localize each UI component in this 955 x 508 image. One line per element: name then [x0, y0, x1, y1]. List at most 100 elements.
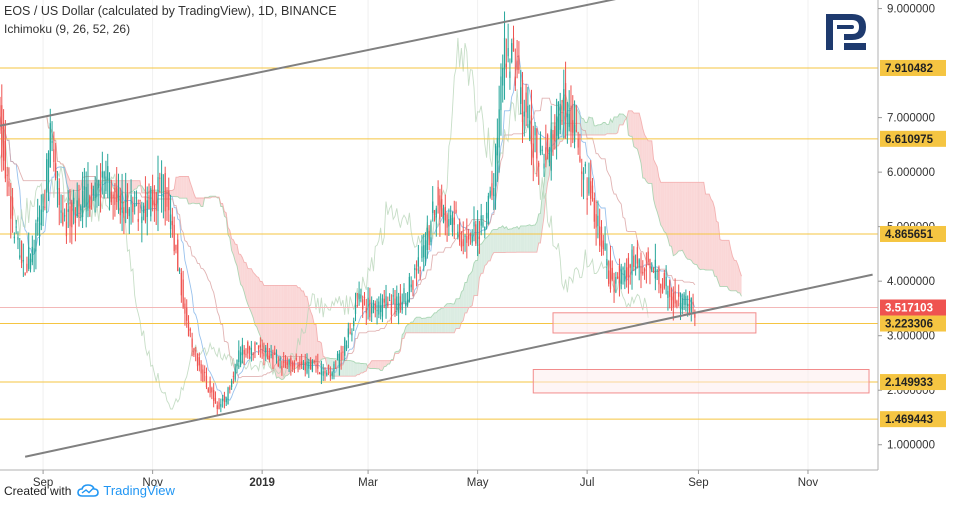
candle-body [471, 236, 473, 243]
candle-body [618, 265, 621, 283]
candle-body [602, 240, 604, 250]
candle-body [383, 298, 385, 303]
candle-body [397, 302, 400, 314]
candle-body [37, 217, 39, 222]
candle-body [575, 130, 577, 132]
candle-body [239, 352, 242, 365]
candle-body [256, 343, 258, 345]
candle-body [426, 227, 428, 251]
cloud-segment [355, 362, 358, 377]
candle-body [611, 267, 613, 280]
candle-body [15, 226, 17, 228]
candle-body [99, 183, 102, 198]
candle-body [83, 186, 86, 190]
candle-body [182, 279, 184, 308]
cloud-segment [278, 285, 281, 379]
candle-body [667, 290, 669, 298]
candle-body [687, 303, 689, 307]
cloud-segment [314, 324, 317, 363]
y-tick-label: 3.000000 [887, 331, 935, 343]
candle-body [564, 83, 567, 115]
ichimoku-lines [0, 37, 742, 410]
cloud-segment [179, 176, 182, 199]
cloud-segment [267, 285, 270, 361]
cloud-segment [653, 159, 656, 207]
cloud-segment [298, 287, 300, 367]
cloud-segment [247, 268, 250, 309]
cloud-segment [416, 317, 419, 333]
candle-body [40, 209, 42, 226]
candle-body [679, 302, 682, 310]
candle-body [518, 55, 520, 71]
cloud-segment [452, 303, 455, 333]
cloud-segment [615, 116, 618, 134]
candle-body [392, 295, 394, 297]
cloud-segment [676, 182, 679, 254]
candle-body [406, 299, 409, 306]
chikou-line [0, 37, 649, 410]
candle-body [207, 388, 209, 392]
candle-body [6, 174, 8, 176]
cloud-segment [633, 113, 636, 148]
candle-body [46, 159, 48, 193]
cloud-segment [493, 229, 496, 253]
candle-body [78, 198, 80, 207]
level-label-bg [880, 59, 946, 76]
candle-body [335, 367, 337, 369]
level-label-bg [880, 411, 946, 428]
candle-body [1, 105, 3, 158]
candle-body [591, 185, 594, 194]
cloud-segment [423, 318, 426, 333]
cloud-segment [382, 360, 385, 371]
cloud-segment [737, 265, 740, 293]
candle-body [480, 215, 482, 226]
candle-body [514, 76, 516, 86]
cloud-segment [727, 240, 729, 290]
candle-body [160, 173, 163, 191]
cloud-segment [470, 271, 473, 307]
candle-body [394, 298, 396, 315]
cloud-segment [411, 322, 413, 333]
y-tick-label: 7.000000 [887, 113, 935, 125]
candle-body [555, 116, 558, 136]
candle-body [566, 113, 569, 117]
candle-body [47, 153, 50, 184]
cloud-segment [702, 182, 704, 270]
cloud-segment [235, 244, 238, 266]
cloud-segment [655, 163, 658, 212]
level-labels: 7.910482 6.610975 4.865651 3.223306 2.149933… [880, 59, 946, 428]
candle-body [374, 303, 376, 310]
candle-body [26, 263, 28, 272]
candle-body [442, 208, 445, 223]
candle-body [599, 226, 601, 246]
candle-body [265, 347, 267, 353]
cloud-segment [581, 118, 584, 135]
target-zone [532, 369, 870, 394]
candle-body [356, 305, 358, 307]
candle-body [153, 202, 156, 207]
cloud-segment [474, 260, 476, 296]
candle-body [42, 206, 44, 212]
candle-body [290, 358, 292, 367]
candle-body [49, 123, 51, 168]
candle-body [117, 188, 120, 200]
cloud-segment [359, 362, 361, 375]
cloud-segment [486, 235, 489, 265]
cloud-segment [360, 363, 363, 373]
candle-body [446, 214, 448, 228]
candle-body [604, 243, 606, 250]
y-tick-label: 9.000000 [887, 4, 935, 16]
candle-body [53, 149, 55, 162]
cloud-segment [608, 119, 611, 134]
candle-body [376, 310, 378, 312]
candle-body [173, 224, 175, 252]
candle-body [101, 171, 103, 178]
candle-body [184, 303, 186, 314]
candle-body [103, 171, 105, 179]
candle-body [597, 215, 599, 227]
candle-body [353, 320, 355, 327]
cloud-segment [719, 239, 722, 287]
cloud-segment [201, 197, 203, 207]
cloud-segment [292, 285, 295, 371]
